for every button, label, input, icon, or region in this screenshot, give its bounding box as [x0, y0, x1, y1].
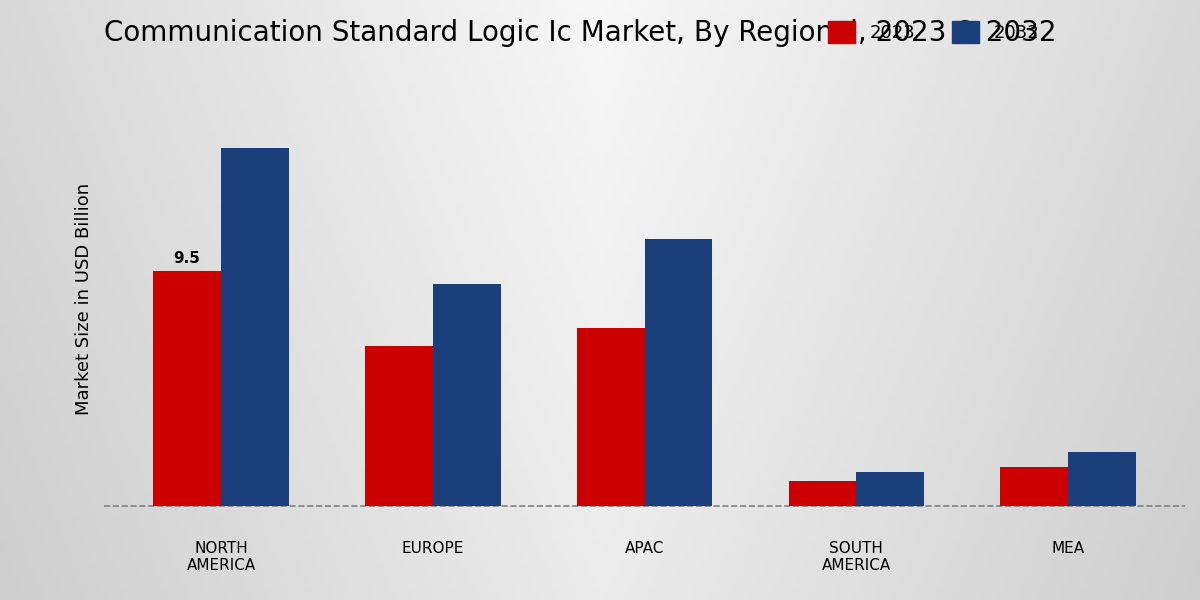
Bar [1001, 467, 1068, 506]
Bar [433, 284, 500, 506]
Text: Communication Standard Logic Ic Market, By Regional, 2023 & 2032: Communication Standard Logic Ic Market, … [104, 19, 1057, 47]
Bar [577, 328, 644, 506]
Bar [644, 239, 713, 506]
Legend: 2023, 2032: 2023, 2032 [821, 14, 1046, 50]
Bar [1068, 452, 1136, 506]
Bar [154, 271, 221, 506]
Bar [857, 472, 924, 506]
Bar [221, 148, 289, 506]
Text: 9.5: 9.5 [174, 251, 200, 266]
Bar [365, 346, 433, 506]
Y-axis label: Market Size in USD Billion: Market Size in USD Billion [74, 182, 94, 415]
Bar [788, 481, 857, 506]
